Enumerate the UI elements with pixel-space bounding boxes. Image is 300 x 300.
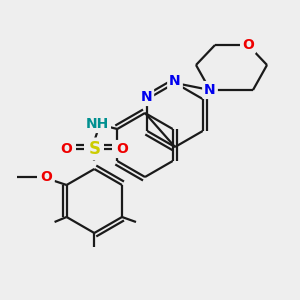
Text: S: S (88, 140, 100, 158)
Text: O: O (40, 170, 52, 184)
Text: O: O (116, 142, 128, 156)
Text: O: O (242, 38, 254, 52)
Text: N: N (204, 83, 216, 97)
Text: N: N (169, 74, 181, 88)
Text: N: N (140, 90, 152, 104)
Text: O: O (60, 142, 72, 156)
Text: NH: NH (86, 117, 109, 131)
